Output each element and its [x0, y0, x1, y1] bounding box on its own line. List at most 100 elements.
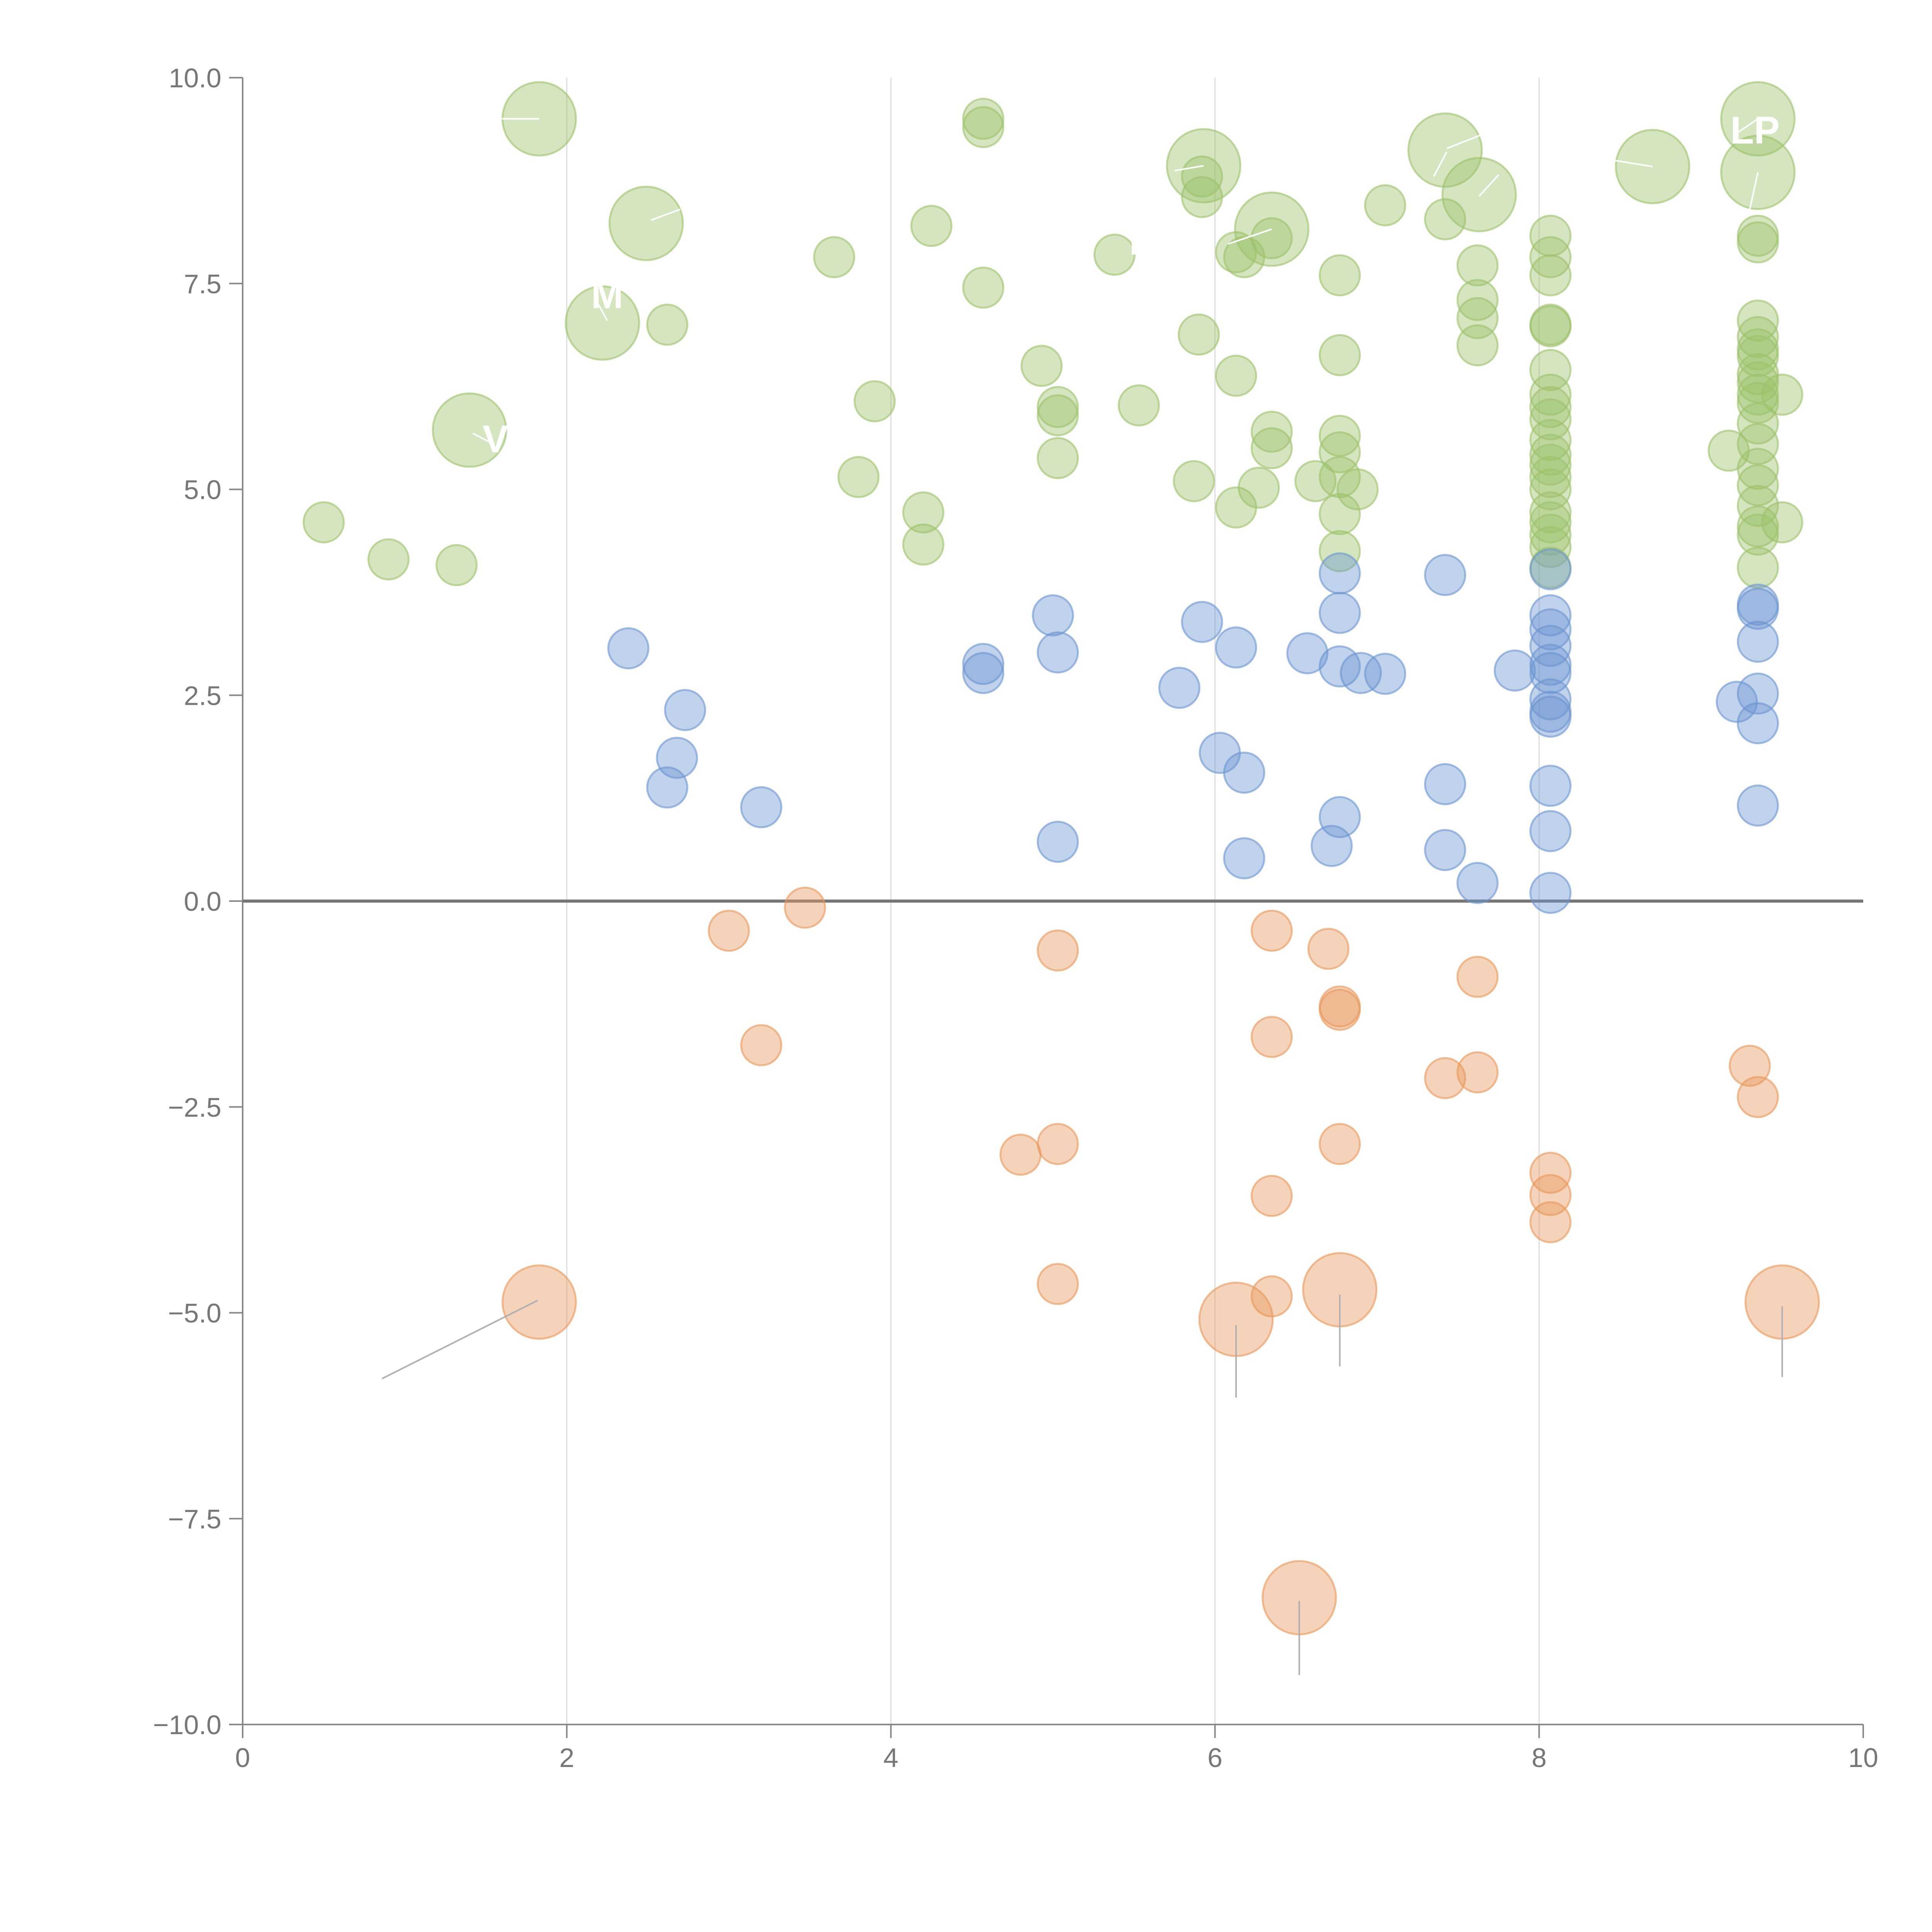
green-point-20 — [1177, 313, 1220, 356]
y-tick-label-0: 10.0 — [169, 63, 221, 93]
green-point-11 — [962, 106, 1005, 148]
blue-point-47 — [1736, 784, 1779, 827]
blue-point-19 — [1318, 592, 1361, 634]
blue-point-25 — [1424, 763, 1466, 805]
green-point-2 — [435, 544, 478, 587]
orange-point-9 — [1250, 1175, 1293, 1217]
green-large-marker-7 — [1441, 157, 1517, 233]
green-point-53 — [1529, 386, 1572, 428]
leader-lines — [381, 118, 1783, 1675]
leader-line-14 — [1612, 159, 1653, 168]
blue-point-3 — [664, 689, 706, 731]
green-point-34 — [1318, 415, 1361, 457]
leader-line-11 — [1446, 130, 1491, 150]
y-tick-label-6: −5.0 — [168, 1298, 221, 1328]
blue-point-17 — [1310, 825, 1353, 867]
y-tick-label-4: 0.0 — [184, 886, 221, 917]
blue-point-35 — [1529, 678, 1572, 721]
green-point-82 — [1736, 514, 1779, 556]
blue-point-45 — [1736, 672, 1779, 715]
blue-point-41 — [1716, 680, 1758, 723]
orange-point-8 — [1250, 1016, 1293, 1058]
orange-point-18 — [1529, 1151, 1572, 1194]
leader-line-7 — [651, 209, 681, 221]
blue-point-21 — [1318, 796, 1361, 838]
orange-point-3 — [999, 1133, 1042, 1176]
orange-large-marker-11 — [502, 1264, 577, 1340]
green-point-15 — [1037, 394, 1079, 437]
blue-point-31 — [1529, 608, 1572, 651]
green-point-19 — [1173, 460, 1215, 502]
green-point-9 — [910, 205, 952, 247]
blue-point-24 — [1424, 554, 1466, 596]
green-point-4 — [813, 236, 855, 279]
orange-point-5 — [1037, 1123, 1079, 1165]
green-large-marker-4 — [1166, 128, 1242, 204]
green-point-16 — [1037, 437, 1079, 480]
leader-line-10 — [1174, 165, 1204, 172]
green-point-27 — [1238, 466, 1280, 509]
green-point-56 — [1529, 434, 1572, 476]
green-point-1 — [367, 538, 410, 581]
leader-line-0 — [381, 1299, 538, 1379]
orange-point-16 — [1456, 956, 1499, 998]
green-point-43 — [1456, 279, 1499, 321]
orange-point-6 — [1037, 1263, 1079, 1305]
green-point-8 — [902, 523, 944, 566]
blue-point-34 — [1529, 652, 1572, 694]
green-point-12 — [962, 266, 1005, 309]
green-point-83 — [1736, 546, 1779, 589]
blue-point-46 — [1736, 702, 1779, 745]
blue-point-38 — [1529, 765, 1572, 807]
blue-point-23 — [1364, 653, 1406, 695]
green-point-60 — [1529, 491, 1572, 534]
leader-line-9 — [1228, 228, 1272, 245]
orange-point-17 — [1456, 1051, 1499, 1094]
point-label-1: E — [1129, 220, 1155, 263]
green-point-13 — [1020, 345, 1063, 387]
x-tick-label-4: 8 — [1532, 1743, 1547, 1773]
orange-point-22 — [1736, 1076, 1779, 1118]
blue-point-37 — [1529, 696, 1572, 738]
blue-point-5 — [962, 643, 1005, 685]
x-tick-label-1: 2 — [559, 1743, 574, 1773]
green-point-47 — [1529, 236, 1572, 279]
leader-line-13 — [1478, 174, 1499, 197]
y-tick-label-5: −2.5 — [168, 1092, 221, 1122]
leader-line-6 — [472, 432, 494, 445]
axes: 0 2 4 6 8 10 10.0 7.5 5.0 2.5 0.0 −2.5 −5.0 −7.5 −10.0 — [153, 63, 1878, 1773]
leader-line-12 — [1433, 151, 1447, 177]
green-large-marker-3 — [608, 185, 684, 261]
green-point-35 — [1318, 431, 1361, 474]
green-point-0 — [303, 501, 345, 544]
orange-point-13 — [1318, 988, 1361, 1031]
blue-point-40 — [1529, 872, 1572, 914]
orange-point-4 — [1037, 929, 1079, 972]
point-labels: M E LP V — [483, 109, 1780, 461]
green-point-7 — [902, 491, 944, 534]
blue-point-2 — [656, 736, 698, 779]
orange-point-2 — [784, 886, 826, 929]
blue-point-0 — [607, 627, 650, 670]
green-point-67 — [1736, 221, 1779, 264]
green-point-42 — [1456, 244, 1499, 287]
blue-point-16 — [1286, 632, 1328, 675]
y-tick-label-8: −10.0 — [153, 1710, 221, 1740]
green-large-marker-2 — [565, 285, 640, 361]
green-point-69 — [1736, 316, 1779, 358]
green-point-57 — [1529, 444, 1572, 486]
green-large-marker-6 — [1407, 112, 1483, 188]
orange-point-14 — [1318, 1123, 1361, 1165]
green-large-marker-0 — [432, 392, 507, 468]
blue-point-14 — [1223, 752, 1265, 794]
blue-point-8 — [1037, 631, 1079, 673]
orange-point-11 — [1307, 928, 1350, 970]
green-point-3 — [646, 303, 689, 346]
point-label-3: V — [483, 418, 509, 461]
blue-point-6 — [962, 652, 1005, 694]
x-tick-label-2: 4 — [883, 1743, 898, 1773]
blue-point-27 — [1456, 862, 1499, 904]
green-point-6 — [854, 380, 896, 422]
blue-point-7 — [1032, 594, 1074, 637]
